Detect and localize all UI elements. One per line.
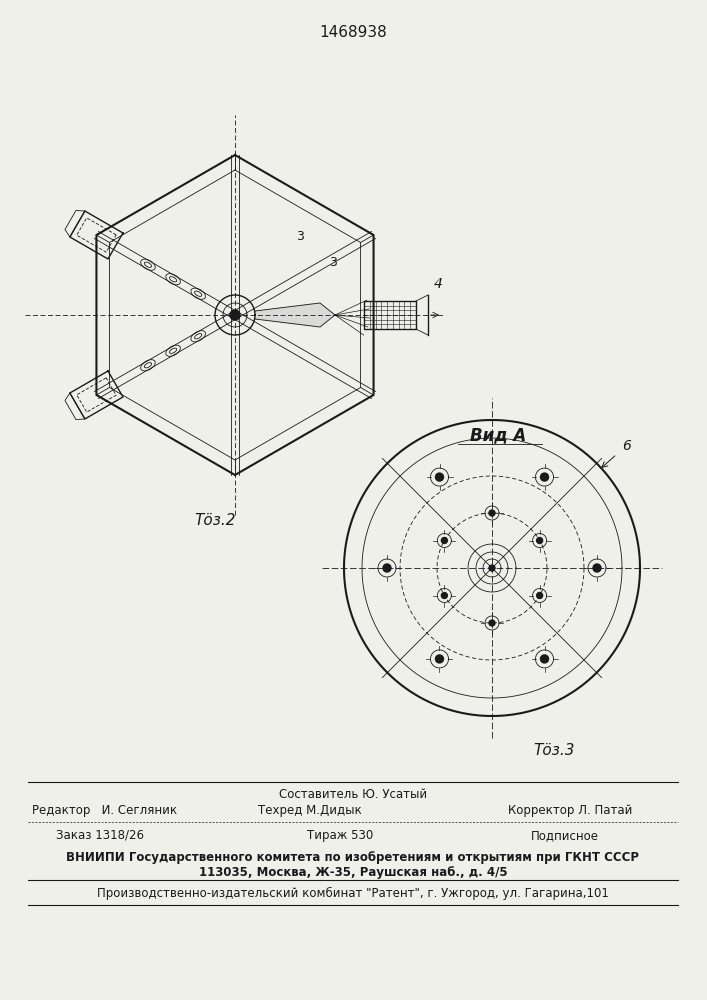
- Text: ВНИИПИ Государственного комитета по изобретениям и открытиям при ГКНТ СССР: ВНИИПИ Государственного комитета по изоб…: [66, 851, 640, 864]
- Circle shape: [540, 655, 549, 663]
- Circle shape: [436, 473, 443, 481]
- Circle shape: [441, 592, 448, 598]
- Polygon shape: [255, 303, 335, 327]
- Text: 3: 3: [329, 256, 337, 269]
- Text: Заказ 1318/26: Заказ 1318/26: [56, 829, 144, 842]
- Text: Τӧз.2: Τӧз.2: [194, 513, 235, 528]
- Text: 6: 6: [623, 439, 631, 453]
- Circle shape: [489, 510, 495, 516]
- Text: 3: 3: [296, 231, 304, 243]
- Text: Техред М.Дидык: Техред М.Дидык: [258, 804, 362, 817]
- Text: Составитель Ю. Усатый: Составитель Ю. Усатый: [279, 788, 427, 801]
- Text: Тираж 530: Тираж 530: [307, 829, 373, 842]
- Text: Подписное: Подписное: [531, 829, 599, 842]
- Circle shape: [441, 538, 448, 544]
- Circle shape: [593, 564, 601, 572]
- Circle shape: [540, 473, 549, 481]
- Text: 113035, Москва, Ж-35, Раушская наб., д. 4/5: 113035, Москва, Ж-35, Раушская наб., д. …: [199, 866, 508, 879]
- Text: 1468938: 1468938: [319, 25, 387, 40]
- Circle shape: [537, 538, 543, 544]
- Circle shape: [383, 564, 391, 572]
- Text: Τӧз.3: Τӧз.3: [533, 743, 575, 758]
- Text: Корректор Л. Патай: Корректор Л. Патай: [508, 804, 632, 817]
- Circle shape: [489, 565, 495, 571]
- Text: Вид A: Вид A: [470, 426, 526, 444]
- Circle shape: [230, 310, 240, 320]
- Circle shape: [489, 620, 495, 626]
- Circle shape: [436, 655, 443, 663]
- Text: 4: 4: [433, 277, 443, 291]
- Circle shape: [537, 592, 543, 598]
- Text: Редактор   И. Сегляник: Редактор И. Сегляник: [33, 804, 177, 817]
- Text: Производственно-издательский комбинат "Pатент", г. Ужгород, ул. Гагарина,101: Производственно-издательский комбинат "P…: [97, 887, 609, 900]
- Bar: [364, 301, 416, 329]
